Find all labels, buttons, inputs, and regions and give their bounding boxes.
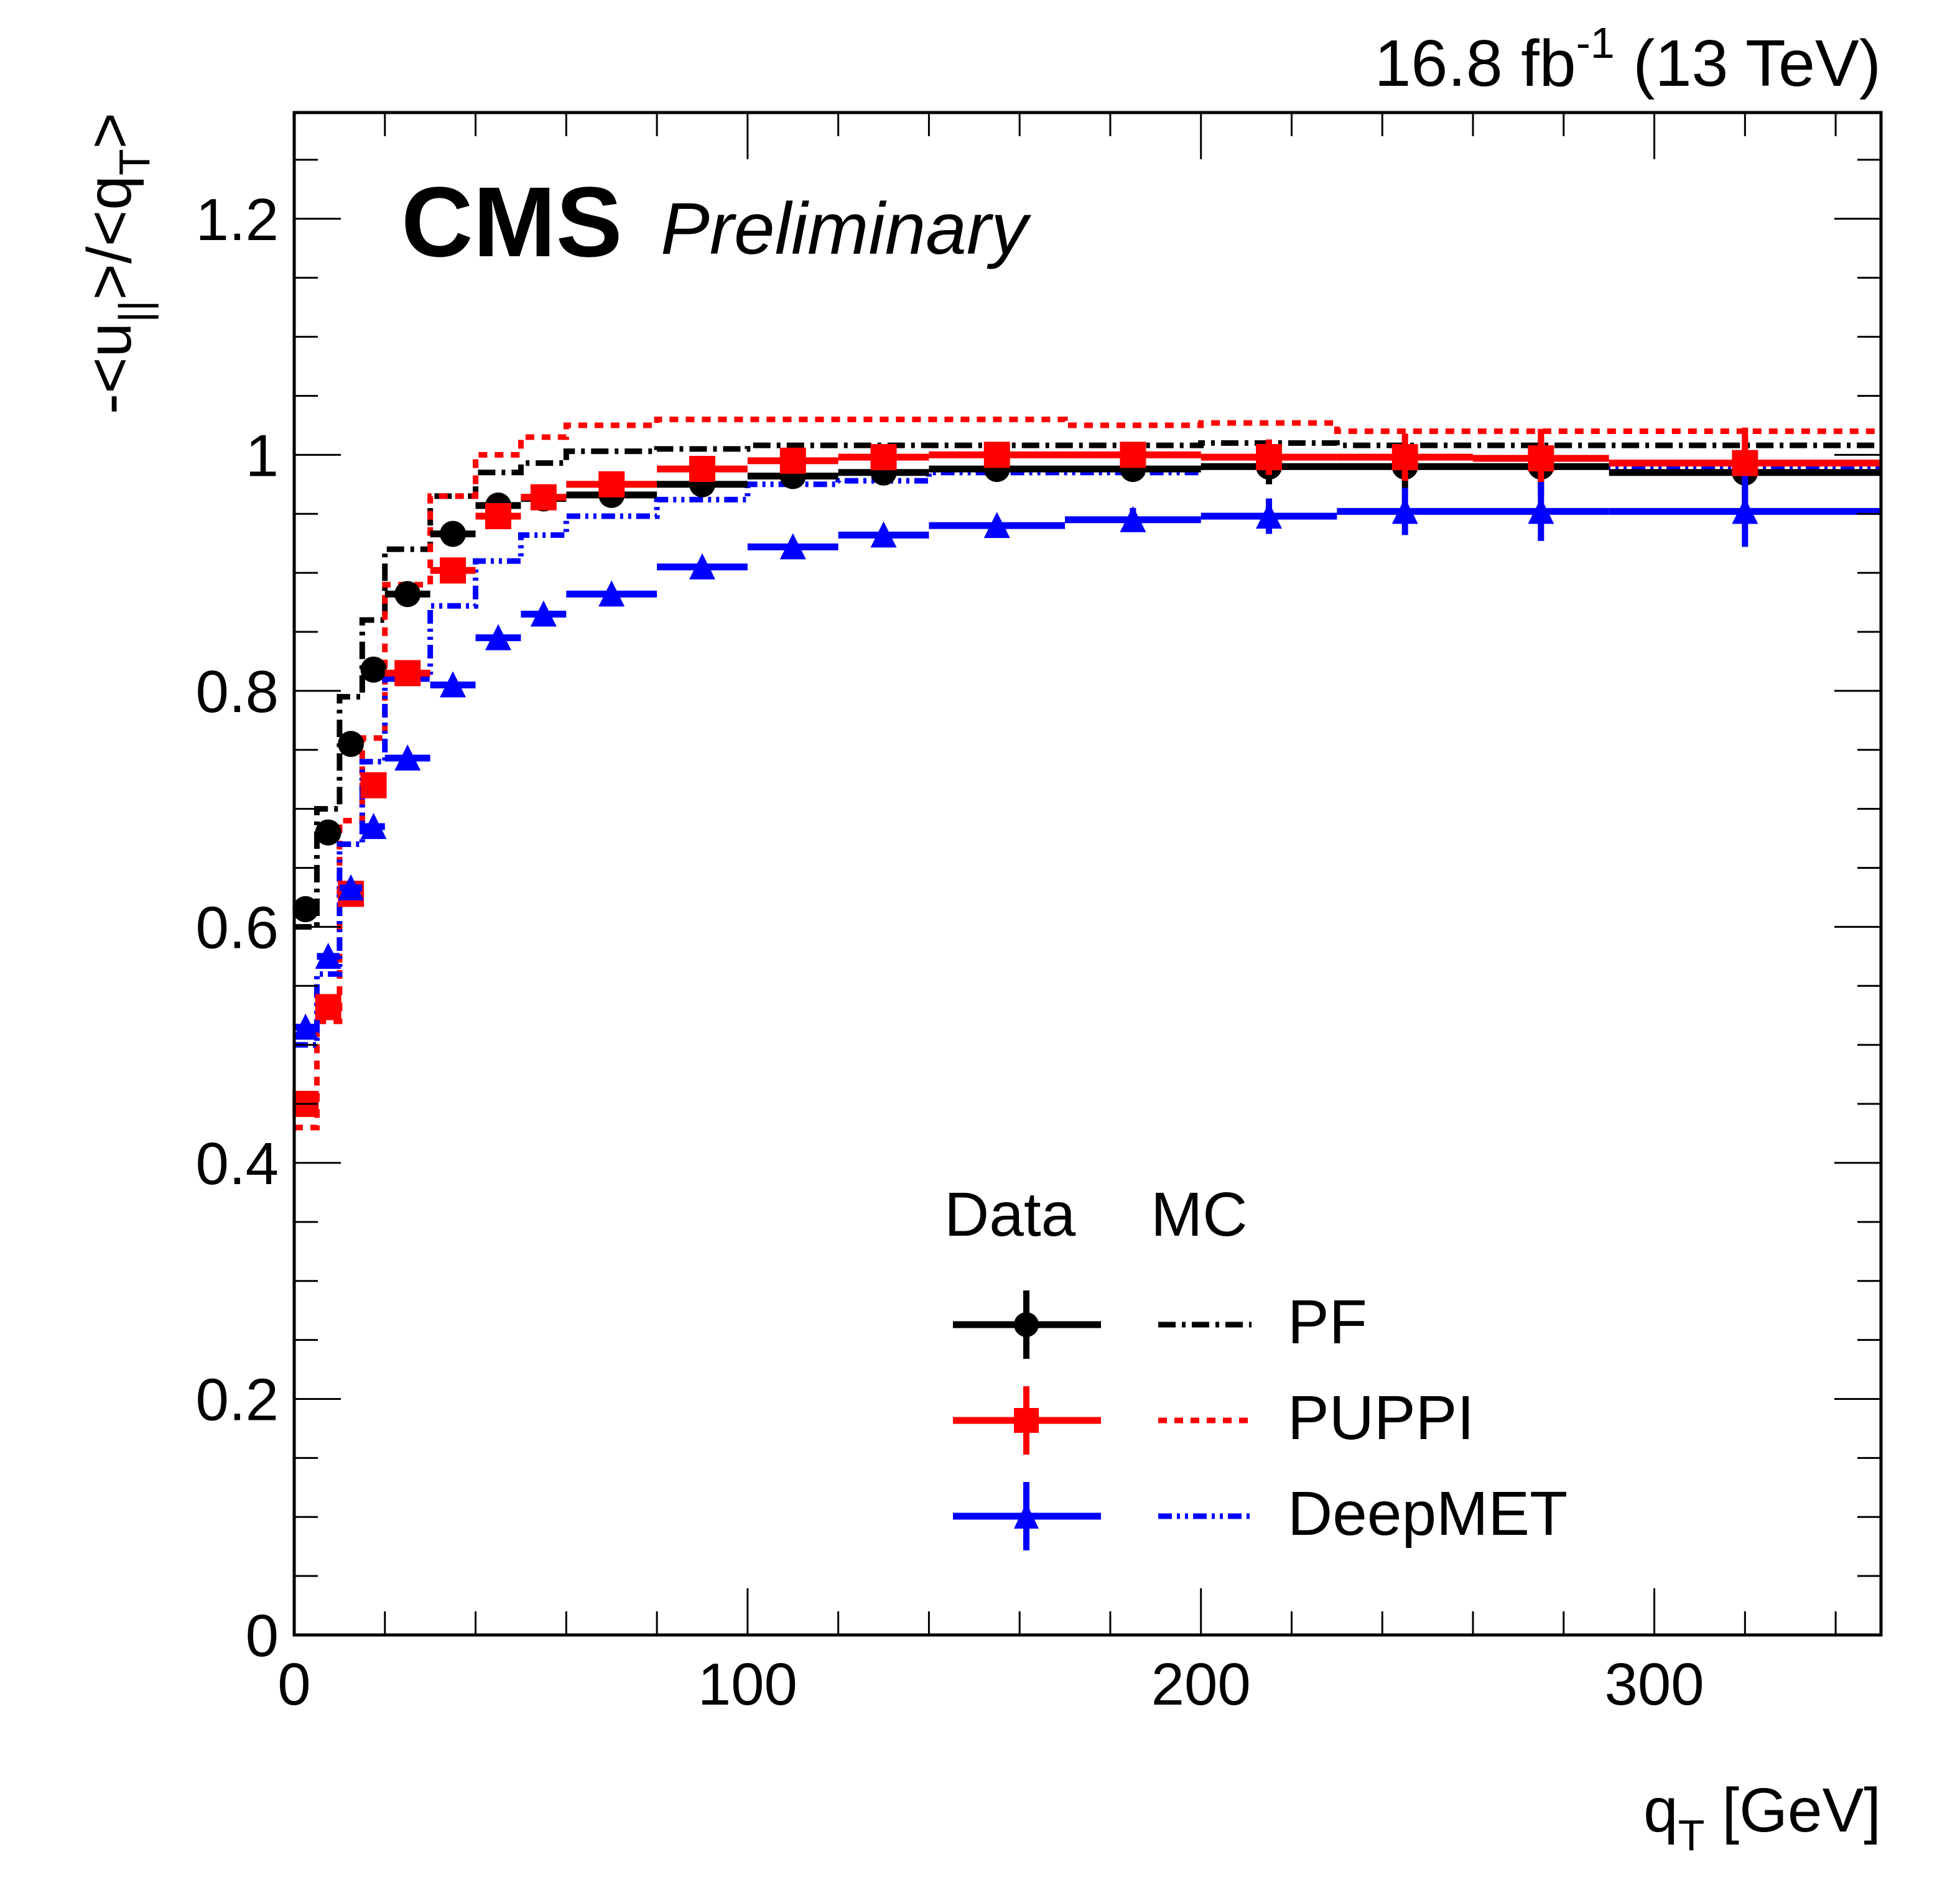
data-point <box>360 813 387 840</box>
x-axis-title: qT [GeV] <box>1643 1776 1881 1859</box>
x-axis-title-unit: [GeV] <box>1705 1776 1881 1845</box>
data-point <box>292 1013 319 1040</box>
y-tick-label: 0.4 <box>196 1131 279 1197</box>
y-tick-label: 0.8 <box>196 659 279 725</box>
data-point <box>689 456 715 483</box>
data-point <box>983 512 1010 539</box>
data-point <box>1732 450 1758 476</box>
data-point <box>1732 498 1758 524</box>
x-tick-label: 200 <box>1151 1651 1251 1718</box>
data-point <box>1256 502 1283 529</box>
y-axis-title-sub: || <box>110 300 159 322</box>
lumi-value: 16.8 fb <box>1374 27 1576 100</box>
data-point <box>440 671 467 698</box>
data-point <box>338 874 365 901</box>
data-point <box>440 557 467 584</box>
data-point <box>292 896 319 922</box>
data-series-puppi <box>292 427 1881 1118</box>
x-axis-title-main: q <box>1643 1776 1678 1845</box>
data-point <box>1256 444 1283 471</box>
legend-label-deepmet: DeepMET <box>1288 1479 1568 1549</box>
data-point <box>530 600 557 627</box>
lumi-superscript: -1 <box>1576 19 1615 67</box>
x-tick-label: 0 <box>277 1651 310 1718</box>
y-tick-label: 1.2 <box>196 187 279 253</box>
experiment-label: CMS <box>401 166 623 277</box>
data-point <box>485 624 511 651</box>
y-tick-label: 1 <box>246 422 279 489</box>
data-point <box>394 581 421 608</box>
data-point <box>394 660 421 687</box>
y-axis-title-part: > <box>75 113 144 149</box>
legend-header-data: Data <box>944 1180 1076 1249</box>
plot-area <box>292 416 1881 1131</box>
y-tick-label: 0.2 <box>196 1366 279 1433</box>
data-point <box>1528 445 1554 472</box>
legend-symbols <box>953 1290 1252 1550</box>
data-point <box>315 819 341 846</box>
data-point <box>779 533 806 560</box>
data-point <box>598 471 625 498</box>
data-point <box>315 942 341 969</box>
legend-marker <box>1014 1503 1039 1529</box>
data-point <box>1120 506 1146 532</box>
data-series-deepmet <box>292 476 1881 1040</box>
x-axis-title-sub: T <box>1678 1811 1705 1859</box>
legend-label-puppi: PUPPI <box>1288 1383 1474 1453</box>
data-point <box>360 772 387 799</box>
data-point <box>598 580 625 607</box>
data-point <box>1391 444 1418 471</box>
data-point <box>1391 498 1418 524</box>
y-tick-label: 0 <box>246 1603 279 1669</box>
mc-line-deepmet <box>294 463 1881 1048</box>
lumi-label: 16.8 fb-1 (13 TeV) <box>1374 19 1881 100</box>
data-point <box>315 994 341 1021</box>
data-point <box>1120 442 1146 468</box>
axes: 0 100 200 300 0 0.2 0.4 0.6 0.8 1 1.2 <box>196 111 1883 1718</box>
data-point <box>870 521 897 548</box>
data-point <box>440 521 467 547</box>
data-point <box>870 444 897 471</box>
data-point <box>394 744 421 771</box>
x-tick-label: 300 <box>1604 1651 1704 1718</box>
legend-label-pf: PF <box>1288 1287 1367 1357</box>
data-point <box>779 447 806 474</box>
y-axis-title-sub: T <box>110 149 159 175</box>
mc-line-pf <box>294 440 1881 930</box>
data-point <box>689 553 715 580</box>
data-point <box>983 442 1010 468</box>
y-axis-title: -<u||>/<qT> <box>75 113 159 414</box>
legend-marker <box>1014 1312 1039 1337</box>
y-axis-title-part: -<u <box>75 323 144 414</box>
plot-frame <box>292 111 1883 1637</box>
x-tick-label: 100 <box>698 1651 797 1718</box>
lumi-suffix: (13 TeV) <box>1615 27 1881 100</box>
data-point <box>338 731 365 757</box>
y-tick-label: 0.6 <box>196 894 279 961</box>
data-point <box>530 484 557 511</box>
legend-header-mc: MC <box>1151 1180 1248 1249</box>
legend: Data MC PF PUPPI DeepMET <box>944 1180 1568 1550</box>
mc-line-puppi <box>294 416 1881 1131</box>
data-point <box>360 656 387 683</box>
data-point <box>485 503 511 530</box>
y-axis-title-part: >/<q <box>75 175 144 300</box>
legend-marker <box>1014 1408 1039 1433</box>
status-label: Preliminary <box>661 188 1031 270</box>
data-point <box>1528 498 1554 524</box>
